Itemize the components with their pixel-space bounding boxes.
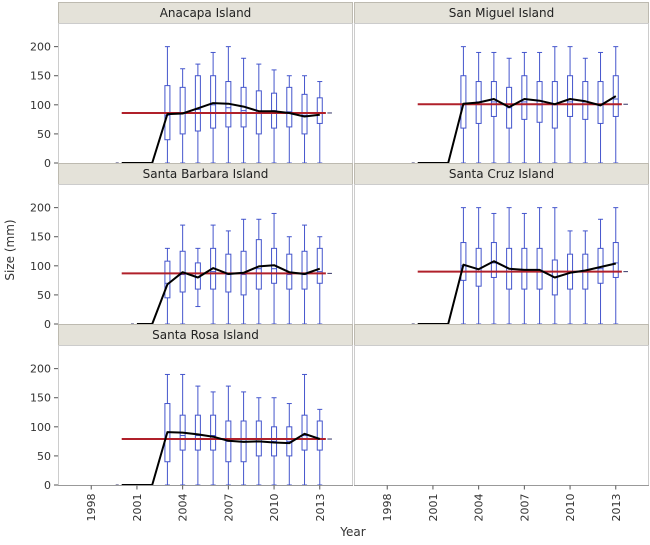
panels-layer: Anacapa Island 0 50 100 150 200 San Miguel Isl…	[30, 2, 649, 492]
box-2003	[164, 247, 171, 325]
box-iqr	[316, 247, 323, 284]
x-tick-label: 2013	[610, 494, 623, 522]
box-2012	[301, 373, 308, 486]
panel-title: Santa Barbara Island	[143, 167, 269, 181]
y-tick-label: 200	[30, 202, 51, 215]
panel-4: Santa Cruz Island	[354, 163, 649, 325]
panel-plot-area	[354, 345, 649, 486]
box-iqr	[194, 75, 201, 132]
x-axis-title: Year	[339, 525, 365, 539]
box-iqr	[612, 75, 619, 117]
box-2006	[210, 391, 217, 486]
box-iqr	[210, 414, 217, 451]
box-2005	[490, 212, 497, 325]
panel-header	[354, 324, 649, 346]
x-tick-label: 1998	[85, 494, 98, 522]
y-tick-label: 0	[44, 479, 51, 492]
box-2008	[240, 57, 247, 164]
box-iqr	[179, 250, 186, 293]
box-iqr	[210, 75, 217, 129]
y-tick-label: 150	[30, 392, 51, 405]
y-tick-label: 50	[37, 289, 51, 302]
x-tick-label: 2004	[473, 494, 486, 522]
x-tick-label: 2010	[268, 494, 281, 522]
panel-title: San Miguel Island	[449, 6, 555, 20]
panel-plot-area	[354, 184, 649, 325]
panel-plot-area	[58, 184, 353, 325]
y-tick-label: 150	[30, 70, 51, 83]
mean-line	[121, 431, 321, 486]
y-tick-label: 100	[30, 421, 51, 434]
mean-line	[136, 264, 321, 325]
x-tick-label: 2013	[314, 494, 327, 522]
panel-title: Santa Cruz Island	[449, 167, 554, 181]
x-tick-label: 2007	[518, 494, 531, 522]
y-tick-label: 100	[30, 260, 51, 273]
box-iqr	[286, 86, 293, 128]
box-2004	[179, 224, 186, 325]
panel-plot-area	[58, 23, 353, 164]
box-iqr	[316, 97, 323, 124]
y-tick-label: 150	[30, 231, 51, 244]
y-tick-label: 100	[30, 99, 51, 112]
box-2013	[612, 46, 619, 164]
x-tick-label: 2007	[222, 494, 235, 522]
box-iqr	[255, 239, 262, 290]
x-tick-label: 2010	[564, 494, 577, 522]
x-tick-label: 2001	[427, 494, 440, 522]
panel-5: Santa Rosa Island 0 50 100 150 200	[30, 324, 353, 492]
mean-line	[121, 102, 320, 164]
box-iqr	[536, 247, 543, 290]
box-2007	[521, 51, 528, 164]
panel-6	[354, 324, 649, 486]
box-iqr	[301, 250, 308, 290]
y-tick-label: 0	[44, 318, 51, 331]
y-axis-title: Size (mm)	[3, 219, 17, 280]
box-iqr	[597, 81, 604, 124]
y-tick-label: 50	[37, 450, 51, 463]
panel-2: San Miguel Island	[354, 2, 649, 164]
panel-plot-area	[354, 23, 649, 164]
panel-1: Anacapa Island 0 50 100 150 200	[30, 2, 353, 170]
x-tick-label: 1998	[381, 494, 394, 522]
box-iqr	[612, 242, 619, 278]
y-tick-label: 200	[30, 363, 51, 376]
x-tick-label: 2001	[131, 494, 144, 522]
box-2013	[612, 207, 619, 325]
box-iqr	[164, 260, 171, 299]
panel-title: Anacapa Island	[160, 6, 252, 20]
box-iqr	[460, 75, 467, 129]
panel-3: Santa Barbara Island 0 50 100 150 200	[30, 163, 353, 331]
mean-line	[417, 260, 617, 325]
box-iqr	[521, 75, 528, 120]
box-iqr	[179, 86, 186, 135]
x-tick-label: 2004	[177, 494, 190, 522]
mean-line	[417, 95, 617, 164]
box-2013	[316, 236, 323, 325]
panel-plot-area	[58, 345, 353, 486]
box-iqr	[301, 414, 308, 451]
box-iqr	[460, 242, 467, 281]
box-iqr	[194, 414, 201, 451]
box-2009	[255, 218, 262, 325]
y-tick-label: 200	[30, 41, 51, 54]
panel-title: Santa Rosa Island	[152, 328, 259, 342]
y-tick-label: 0	[44, 157, 51, 170]
x-axis-layer: 1998 2001 2004 2007 2010 2013 1998 2001 2004 2007…	[58, 485, 649, 522]
box-iqr	[490, 242, 497, 278]
box-iqr	[567, 75, 574, 117]
box-iqr	[301, 93, 308, 135]
box-iqr	[316, 420, 323, 451]
y-tick-label: 50	[37, 128, 51, 141]
